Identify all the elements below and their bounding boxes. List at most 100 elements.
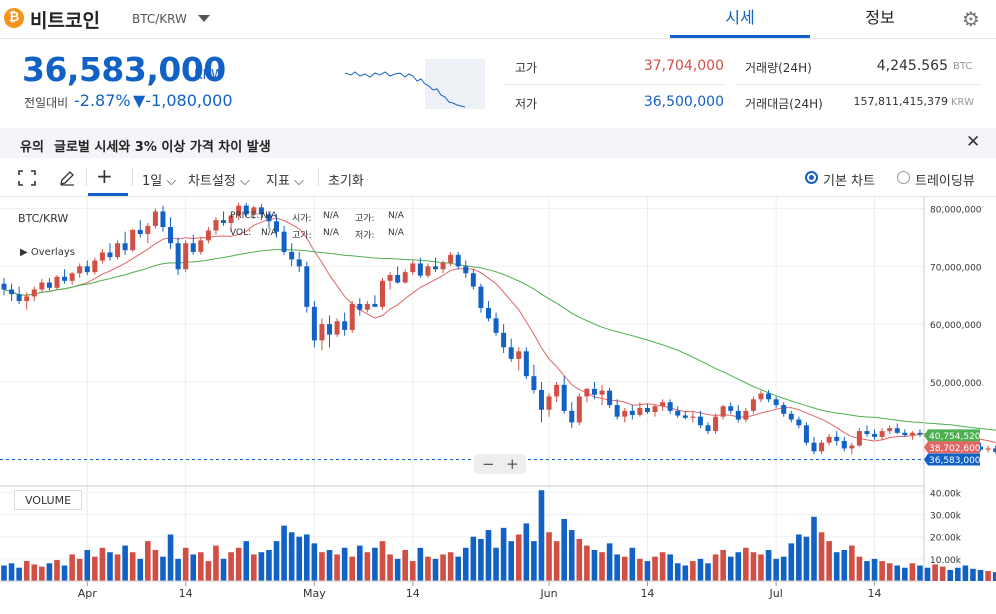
candle-body [137,229,143,234]
candle-body [448,254,454,263]
volume-bar [137,558,144,581]
candle-body [84,266,90,273]
ma-short-line [3,217,996,444]
volume-bar [160,556,166,581]
candle-body [826,436,832,443]
x-tick-label: Apr [78,587,98,600]
interval-select[interactable]: 1일 ⌵ [142,174,177,189]
volume-bar [334,554,340,581]
volume-bar [576,538,583,581]
candle-body [455,254,461,267]
toolbar-separator [86,168,87,186]
volume-bar [213,545,219,581]
basic-chart-label[interactable]: 기본 차트 [823,174,875,189]
pencil-icon[interactable] [58,169,76,187]
chart-settings-menu[interactable]: 차트설정 ⌵ [188,174,250,189]
candle-body [538,390,544,410]
candle-body [735,410,741,420]
change-label: 전일대비 [24,96,69,110]
volume-value: 4,245.565 [876,58,948,74]
volume-bar [879,561,885,581]
candle-body [372,303,378,307]
zoom-out-button[interactable]: − [482,455,495,473]
stats-divider-right [735,84,980,85]
candle-body [168,227,174,244]
volume-bar [266,550,272,581]
low-value: 36,500,000 [643,94,724,110]
candle-body [501,332,507,348]
candle-body [349,303,355,330]
candle-body [743,410,749,420]
candle-body [281,231,287,252]
candle-body [493,318,499,333]
candle-body [887,428,893,432]
volume-tick-label: 40.00k [930,489,962,499]
candle-body [39,282,45,290]
volume-bar [387,554,393,581]
volume-bar [924,567,931,581]
volume-bar [500,527,507,581]
tab-quote[interactable]: 시세 [670,0,810,38]
basic-chart-radio[interactable] [805,171,818,184]
volume-bar [99,547,106,581]
chevron-down-icon[interactable] [198,15,210,22]
zoom-in-button[interactable]: + [506,455,519,473]
tradingview-radio[interactable] [897,171,910,184]
candle-body [591,388,597,395]
close-icon[interactable]: ✕ [966,132,981,152]
volume-bar [614,554,620,581]
volume-bar [659,552,666,581]
volume-bar [92,556,98,581]
candle-body [758,393,764,400]
candle-body [266,214,272,222]
volume-bar [939,566,946,581]
candle-body [811,442,817,452]
volume-bar [220,558,227,581]
volume-bar [372,547,378,581]
candle-body [46,282,52,288]
volume-bar [886,563,893,581]
candle-body [62,276,68,281]
reset-button[interactable]: 초기화 [328,174,364,189]
volume-bar [644,561,651,581]
price-chart[interactable]: 80,000,000 70,000,000 60,000,000 50,000,000… [0,197,996,614]
volume-bar [599,552,605,581]
price-tick-label: 70,000,000 [930,263,982,273]
volume-bar [629,547,636,581]
candle-body [387,275,393,281]
candle-body [599,390,605,395]
candle-body [1,283,7,290]
volume-unit: BTC [953,61,973,72]
candle-body [766,393,772,400]
gear-icon[interactable]: ⚙ [962,7,980,31]
candle-body [569,410,575,423]
volume-bar [356,545,363,581]
candle-body [31,289,37,297]
volume-bar [568,530,575,581]
x-tick-label: Jul [768,587,782,600]
high-value: 37,704,000 [643,58,724,74]
tab-info[interactable]: 정보 [865,8,895,27]
volume-bar [409,561,416,581]
candle-body [432,266,438,270]
crosshair-icon[interactable]: + [96,164,113,188]
volume-bar [394,558,401,581]
volume-bar [697,558,704,581]
candle-body [16,294,22,302]
volume-bar [591,550,598,581]
volume-bar [84,550,91,581]
candle-body [304,266,310,307]
candle-body [115,243,121,258]
volume-bar [538,490,545,581]
tradingview-label[interactable]: 트레이딩뷰 [915,174,975,189]
fullscreen-icon[interactable] [18,170,36,186]
volume-bar [8,563,15,581]
volume-bar [425,556,431,581]
price-unit: KRW [194,68,224,83]
overlays-toggle[interactable]: ▶ Overlays [20,247,75,258]
volume-bar [470,536,477,581]
volume-bar [690,561,696,581]
indicators-menu[interactable]: 지표 ⌵ [266,174,304,189]
candle-body [440,262,446,270]
volume-bar [341,547,348,581]
